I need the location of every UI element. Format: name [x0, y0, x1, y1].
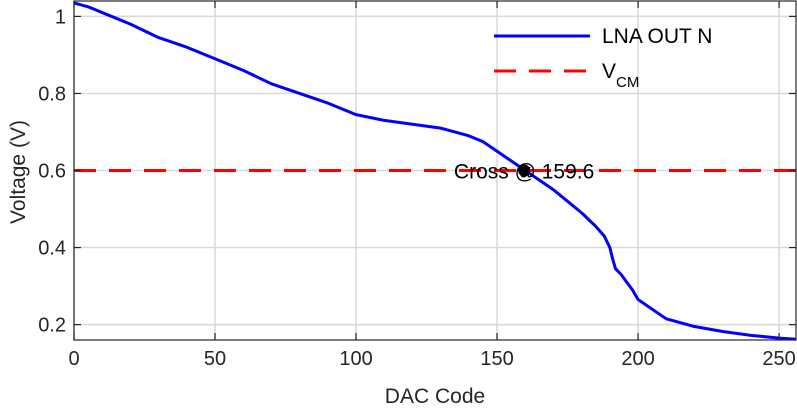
legend-label-lna-out-n: LNA OUT N [602, 25, 712, 48]
y-tick-label: 1 [55, 6, 66, 28]
legend-label-vcm-subscript: CM [616, 74, 639, 91]
x-tick-label: 200 [621, 348, 654, 370]
x-tick-label: 150 [480, 348, 513, 370]
x-tick-label: 100 [339, 348, 372, 370]
x-tick-label: 0 [68, 348, 79, 370]
cross-point-marker [518, 164, 531, 177]
y-tick-label: 0.8 [38, 83, 66, 105]
annotation: Cross @ 159.6 [454, 161, 594, 184]
axes: 0 50 100 150 200 250 0.2 0.4 0.6 0.8 1 [38, 0, 797, 370]
cross-annotation-label: Cross @ 159.6 [454, 161, 594, 184]
x-tick-label: 50 [204, 348, 226, 370]
y-tick-label: 0.6 [38, 161, 66, 183]
x-axis-label: DAC Code [385, 385, 485, 408]
x-tick-label: 250 [762, 348, 795, 370]
y-tick-label: 0.2 [38, 315, 66, 337]
y-axis-label: Voltage (V) [7, 120, 30, 224]
y-tick-label: 0.4 [38, 238, 66, 260]
